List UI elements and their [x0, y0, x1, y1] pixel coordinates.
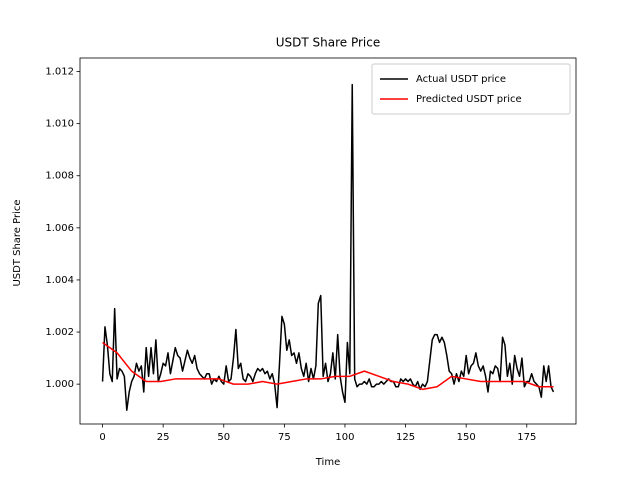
legend-box: [371, 63, 571, 115]
legend-label: Predicted USDT price: [416, 94, 522, 105]
chart-title: USDT Share Price: [276, 36, 381, 50]
series-line: [102, 341, 554, 391]
y-tick-label: 1.008: [45, 171, 74, 182]
x-tick-label: 75: [278, 432, 291, 443]
plot-area: [101, 83, 555, 411]
x-tick-label: 50: [217, 432, 230, 443]
y-tick-label: 1.006: [45, 223, 74, 234]
y-axis-label: USDT Share Price: [12, 199, 23, 286]
y-tick-label: 1.002: [45, 327, 74, 338]
series-line: [101, 83, 555, 411]
x-tick-label: 25: [157, 432, 170, 443]
y-tick-label: 1.000: [45, 379, 74, 390]
legend: Actual USDT price Predicted USDT price: [371, 63, 571, 115]
x-tick-label: 175: [517, 432, 536, 443]
y-tick-label: 1.012: [45, 67, 74, 78]
y-tick-label: 1.010: [45, 119, 74, 130]
x-tick-label: 150: [457, 432, 476, 443]
x-tick-label: 100: [335, 432, 354, 443]
y-tick-label: 1.004: [45, 275, 74, 286]
x-tick-label: 0: [99, 432, 105, 443]
legend-label: Actual USDT price: [416, 74, 506, 85]
x-axis-label: Time: [315, 457, 340, 468]
axes-frame: [79, 57, 577, 425]
x-tick-label: 125: [396, 432, 415, 443]
